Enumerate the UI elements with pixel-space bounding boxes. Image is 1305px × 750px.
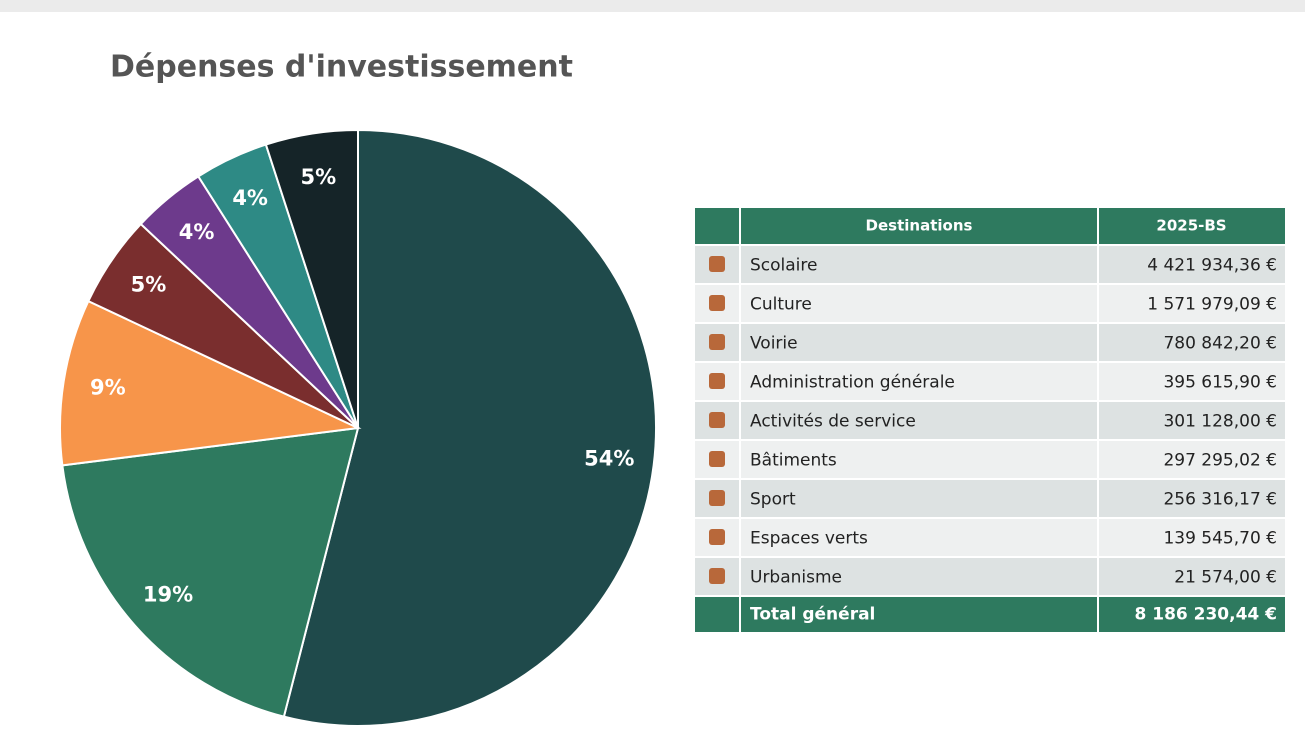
row-icon — [709, 334, 725, 350]
top-band — [0, 0, 1305, 12]
slice-label: 5% — [131, 273, 167, 297]
table-cell-amount: 297 295,02 € — [1163, 451, 1277, 471]
row-icon — [709, 256, 725, 272]
table-total-bg — [695, 597, 1285, 632]
table-header-cell: 2025-BS — [1156, 217, 1226, 235]
table-cell-name: Urbanisme — [750, 568, 842, 588]
table-cell-amount: 301 128,00 € — [1163, 412, 1277, 432]
row-icon — [709, 295, 725, 311]
table-cell-amount: 139 545,70 € — [1163, 529, 1277, 549]
table-row-bg — [695, 324, 1285, 361]
slice-label: 4% — [232, 186, 268, 210]
slice-label: 5% — [301, 165, 337, 189]
pie-slice — [264, 128, 359, 429]
slice-label: 54% — [584, 447, 634, 471]
table-cell-name: Voirie — [750, 334, 798, 354]
table-header-bg — [695, 208, 1285, 244]
row-icon — [709, 373, 725, 389]
table-total-amount: 8 186 230,44 € — [1135, 605, 1278, 625]
table-cell-amount: 256 316,17 € — [1163, 490, 1277, 510]
table-header-cell: Destinations — [866, 217, 973, 235]
row-icon — [709, 412, 725, 428]
table-row-bg — [695, 402, 1285, 439]
table-row-bg — [695, 480, 1285, 517]
table-total-name: Total général — [750, 605, 875, 625]
table-cell-name: Sport — [750, 490, 796, 510]
slice-label: 19% — [143, 583, 193, 607]
pie-slice — [61, 426, 360, 718]
table-cell-name: Bâtiments — [750, 451, 837, 471]
table-cell-name: Activités de service — [750, 412, 916, 432]
table-row-bg — [695, 285, 1285, 322]
table-row-bg — [695, 558, 1285, 595]
table-row-bg — [695, 363, 1285, 400]
row-icon — [709, 451, 725, 467]
table-cell-name: Administration générale — [750, 373, 955, 393]
table-cell-amount: 395 615,90 € — [1163, 373, 1277, 393]
table-cell-amount: 4 421 934,36 € — [1147, 256, 1277, 276]
table-cell-amount: 21 574,00 € — [1174, 568, 1277, 588]
table-cell-name: Culture — [750, 295, 812, 315]
slice-label: 4% — [179, 220, 215, 244]
table-row-bg — [695, 441, 1285, 478]
chart-title: Dépenses d'investissement — [110, 50, 573, 85]
row-icon — [709, 490, 725, 506]
table-cell-name: Espaces verts — [750, 529, 868, 549]
table-cell-amount: 1 571 979,09 € — [1147, 295, 1277, 315]
row-icon — [709, 529, 725, 545]
row-icon — [709, 568, 725, 584]
table-row-bg — [695, 246, 1285, 283]
pie-slice — [59, 299, 362, 467]
table-cell-amount: 780 842,20 € — [1163, 334, 1277, 354]
slice-label: 9% — [90, 375, 126, 399]
pie-slice — [282, 128, 657, 727]
table-row-bg — [695, 519, 1285, 556]
table-cell-name: Scolaire — [750, 256, 817, 276]
